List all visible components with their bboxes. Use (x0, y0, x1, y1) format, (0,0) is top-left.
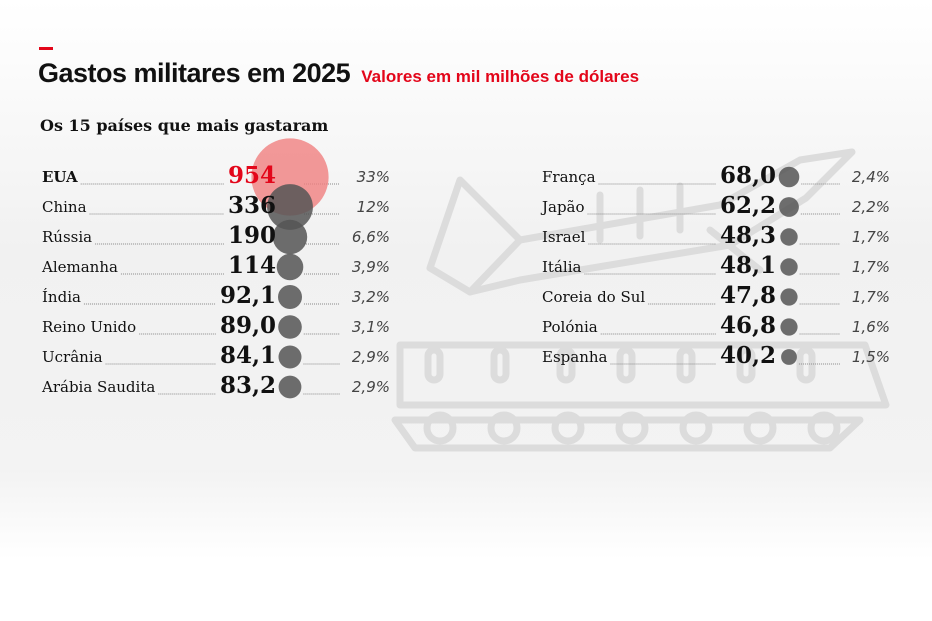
value-bubble (278, 315, 302, 339)
country-label: Alemanha (42, 258, 118, 276)
leader-lines (80, 183, 840, 395)
share-label: 33% (356, 168, 390, 186)
value-bubble (780, 258, 798, 276)
country-label: Israel (542, 228, 586, 246)
share-label: 6,6% (351, 228, 390, 246)
value-bubble (780, 228, 798, 246)
share-label: 1,5% (851, 348, 890, 366)
share-label: 3,2% (351, 288, 390, 306)
value-bubble (780, 318, 798, 336)
section-title: Os 15 países que mais gastaram (40, 116, 329, 135)
share-label: 2,9% (351, 378, 390, 396)
country-label: Espanha (542, 348, 608, 366)
value-label: 68,0 (719, 162, 776, 189)
country-label: Japão (542, 198, 585, 216)
value-label: 190 (227, 222, 276, 249)
chart-subtitle: Valores em mil milhões de dólares (361, 67, 640, 86)
value-label: 46,8 (719, 312, 776, 339)
value-label: 48,1 (719, 252, 776, 279)
value-label: 40,2 (719, 342, 776, 369)
value-bubble (781, 349, 797, 365)
country-label: Rússia (42, 228, 93, 246)
value-bubble (276, 253, 304, 281)
value-label: 92,1 (219, 282, 276, 309)
value-label: 336 (227, 192, 276, 219)
chart-title: Gastos militares em 2025 (38, 58, 351, 88)
country-label: EUA (42, 168, 78, 186)
value-label: 62,2 (719, 192, 776, 219)
value-label: 47,8 (719, 282, 776, 309)
value-bubble (278, 285, 302, 309)
value-label: 114 (227, 252, 276, 279)
country-label: Ucrânia (42, 348, 103, 366)
value-label: 48,3 (719, 222, 776, 249)
share-label: 1,7% (851, 228, 890, 246)
value-label: 83,2 (219, 372, 276, 399)
country-label: Índia (42, 288, 81, 306)
share-label: 2,4% (851, 168, 890, 186)
value-bubble (272, 219, 308, 255)
share-label: 1,7% (851, 258, 890, 276)
fighter-jet-icon (426, 148, 856, 296)
country-label: Itália (542, 258, 582, 276)
country-label: Coreia do Sul (542, 288, 646, 306)
share-label: 2,9% (351, 348, 390, 366)
value-bubble (779, 197, 799, 217)
value-bubble (778, 166, 800, 188)
value-label: 954 (227, 162, 276, 189)
tank-icon (391, 341, 890, 452)
value-label: 84,1 (219, 342, 276, 369)
value-bubble (278, 375, 302, 399)
country-label: Reino Unido (42, 318, 137, 336)
share-label: 2,2% (851, 198, 890, 216)
value-label: 89,0 (219, 312, 276, 339)
share-label: 12% (356, 198, 390, 216)
accent-bar (39, 47, 53, 50)
share-label: 1,6% (851, 318, 890, 336)
share-label: 3,1% (351, 318, 390, 336)
value-bubble (278, 345, 302, 369)
country-label: Arábia Saudita (42, 378, 156, 396)
country-label: Polónia (542, 318, 598, 336)
share-label: 3,9% (351, 258, 390, 276)
value-bubble (780, 288, 798, 306)
country-label: China (42, 198, 87, 216)
country-label: França (542, 168, 596, 186)
share-label: 1,7% (851, 288, 890, 306)
bubbles (251, 138, 800, 399)
chart-header: Gastos militares em 2025 Valores em mil … (38, 58, 639, 89)
value-bubble (267, 184, 313, 230)
